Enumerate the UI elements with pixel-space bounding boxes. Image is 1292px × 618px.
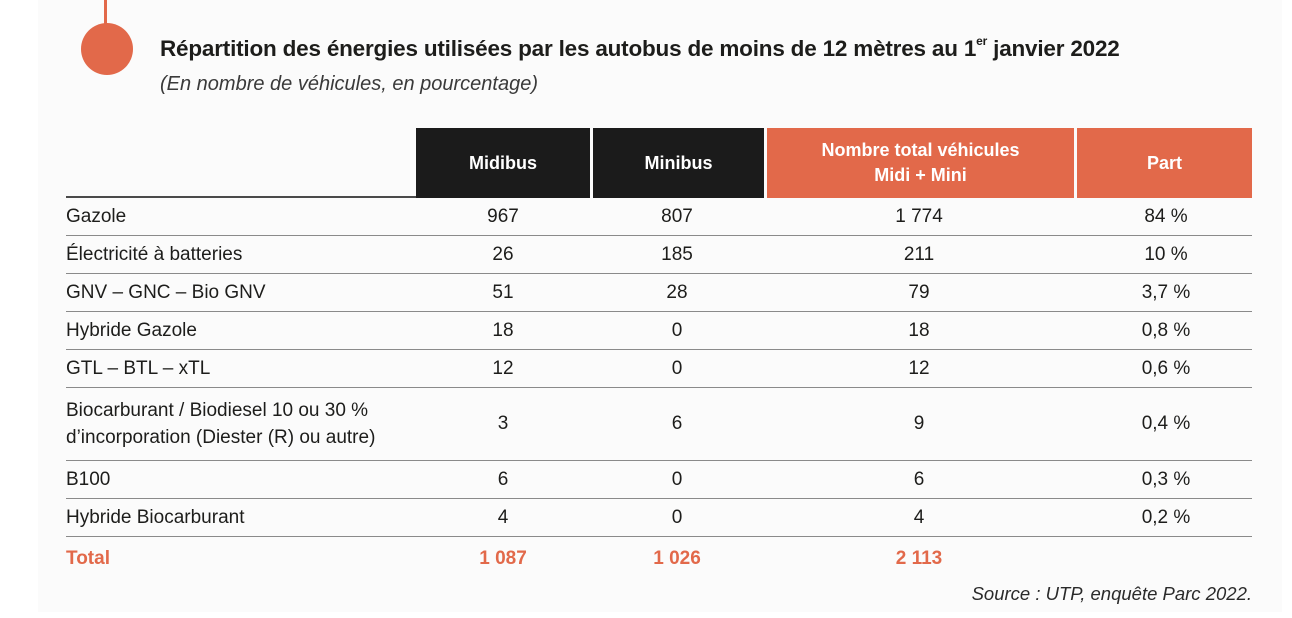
decorative-line bbox=[104, 0, 107, 24]
table-row: Électricité à batteries 26 185 211 10 % bbox=[66, 236, 1252, 274]
figure-subtitle: (En nombre de véhicules, en pourcentage) bbox=[160, 73, 539, 95]
cell-part: 84 % bbox=[1144, 205, 1188, 227]
total-part-empty bbox=[1074, 537, 1252, 581]
row-label: Électricité à batteries bbox=[66, 244, 243, 265]
cell-midibus: 967 bbox=[487, 205, 519, 227]
orange-circle-icon bbox=[81, 23, 133, 75]
row-label: GNV – GNC – Bio GNV bbox=[66, 282, 266, 303]
row-label: Biocarburant / Biodiesel 10 ou 30 % d’inc… bbox=[66, 400, 376, 448]
total-row: Total 1 087 1 026 2 113 bbox=[66, 537, 1252, 581]
header-minibus: Minibus bbox=[590, 128, 764, 198]
total-label: Total bbox=[66, 548, 110, 569]
cell-minibus: 28 bbox=[666, 281, 688, 303]
cell-part: 0,8 % bbox=[1141, 319, 1191, 341]
header-part: Part bbox=[1074, 128, 1252, 198]
header-rule bbox=[66, 196, 416, 198]
cell-midibus: 6 bbox=[497, 468, 509, 490]
cell-total: 211 bbox=[903, 243, 935, 265]
cell-minibus: 0 bbox=[671, 357, 683, 379]
table-row: Biocarburant / Biodiesel 10 ou 30 % d’inc… bbox=[66, 388, 1252, 461]
cell-midibus: 3 bbox=[497, 413, 509, 434]
cell-minibus: 0 bbox=[671, 506, 683, 528]
cell-total: 4 bbox=[913, 506, 925, 528]
cell-part: 10 % bbox=[1144, 243, 1188, 265]
cell-minibus: 0 bbox=[671, 319, 683, 341]
row-label: Hybride Biocarburant bbox=[66, 507, 245, 528]
total-minibus: 1 026 bbox=[653, 548, 701, 569]
row-label: B100 bbox=[66, 469, 111, 490]
figure-title: Répartition des énergies utilisées par l… bbox=[160, 34, 1120, 61]
cell-part: 0,6 % bbox=[1141, 357, 1191, 379]
cell-part: 0,2 % bbox=[1141, 506, 1191, 528]
cell-midibus: 12 bbox=[492, 357, 514, 379]
cell-part: 0,3 % bbox=[1141, 468, 1191, 490]
row-label: Hybride Gazole bbox=[66, 320, 197, 341]
cell-total: 6 bbox=[913, 468, 925, 490]
data-table: Midibus Minibus Nombre total véhicules Mi… bbox=[66, 128, 1252, 581]
cell-minibus: 807 bbox=[661, 205, 693, 227]
cell-total: 18 bbox=[908, 319, 930, 341]
header-midibus: Midibus bbox=[416, 128, 590, 198]
table-row: Hybride Gazole 18 0 18 0,8 % bbox=[66, 312, 1252, 350]
cell-minibus: 0 bbox=[671, 468, 683, 490]
cell-minibus: 185 bbox=[661, 243, 693, 265]
row-label: GTL – BTL – xTL bbox=[66, 358, 211, 379]
source-note: Source : UTP, enquête Parc 2022. bbox=[971, 583, 1252, 604]
cell-total: 1 774 bbox=[895, 205, 943, 227]
table-row: GNV – GNC – Bio GNV 51 28 79 3,7 % bbox=[66, 274, 1252, 312]
cell-total: 12 bbox=[908, 357, 930, 379]
figure-panel bbox=[38, 0, 1282, 612]
header-blank bbox=[66, 128, 416, 198]
table-row: Gazole 967 807 1 774 84 % bbox=[66, 198, 1252, 236]
total-total: 2 113 bbox=[895, 548, 943, 569]
table-row: Hybride Biocarburant 4 0 4 0,2 % bbox=[66, 499, 1252, 537]
cell-part: 0,4 % bbox=[1141, 413, 1191, 434]
table-row: GTL – BTL – xTL 12 0 12 0,6 % bbox=[66, 350, 1252, 388]
cell-midibus: 18 bbox=[492, 319, 514, 341]
cell-midibus: 26 bbox=[492, 243, 514, 265]
total-midibus: 1 087 bbox=[479, 548, 527, 569]
cell-midibus: 4 bbox=[497, 506, 509, 528]
cell-total: 79 bbox=[908, 281, 930, 303]
row-label: Gazole bbox=[66, 206, 127, 227]
table-header: Midibus Minibus Nombre total véhicules Mi… bbox=[66, 128, 1252, 198]
cell-part: 3,7 % bbox=[1141, 281, 1191, 303]
header-total: Nombre total véhicules Midi + Mini bbox=[764, 128, 1074, 198]
table-row: B100 6 0 6 0,3 % bbox=[66, 461, 1252, 499]
cell-midibus: 51 bbox=[492, 281, 514, 303]
cell-minibus: 6 bbox=[671, 413, 683, 434]
cell-total: 9 bbox=[913, 413, 925, 434]
